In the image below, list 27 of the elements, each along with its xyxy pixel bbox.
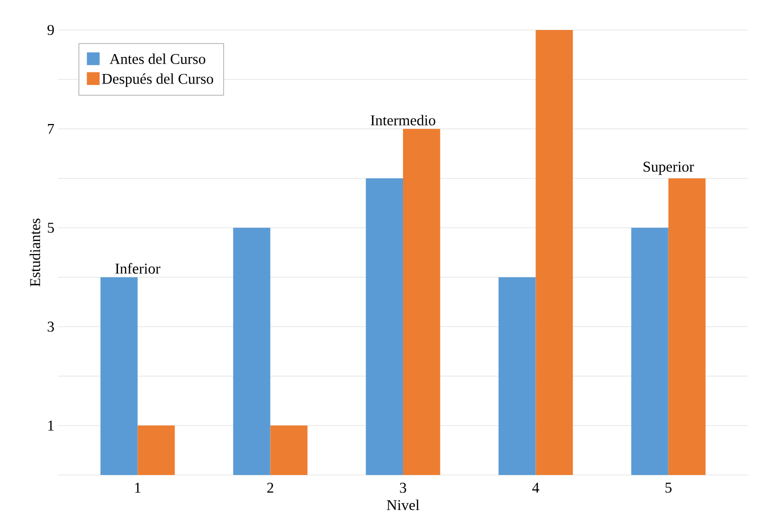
legend-label: Después del Curso [102, 73, 214, 87]
x-tick-label: 3 [400, 482, 406, 493]
bar [668, 178, 706, 475]
bar [366, 178, 404, 475]
bar [631, 228, 668, 475]
bar [536, 30, 573, 475]
x-tick-label: 5 [666, 482, 672, 493]
y-tick-label: 5 [48, 222, 54, 233]
annotation: Intermedio [370, 114, 436, 126]
bar [100, 277, 138, 475]
x-tick-label: 2 [267, 482, 274, 493]
y-tick-label: 7 [48, 124, 54, 134]
x-axis-title: Nivel [386, 500, 420, 510]
x-tick-label: 1 [135, 482, 140, 493]
bar [403, 128, 440, 475]
bar [270, 426, 308, 475]
bar [498, 277, 536, 475]
y-tick-label: 9 [47, 24, 54, 36]
x-tick-label: 4 [532, 482, 540, 493]
y-tick-label: 1 [48, 420, 54, 430]
y-tick-label: 3 [48, 322, 54, 332]
legend-label: Antes del Curso [110, 54, 206, 64]
y-axis-title: Estudiantes [30, 218, 40, 287]
annotation: Superior [644, 162, 694, 175]
bar [138, 426, 175, 475]
annotation: Inferior [115, 263, 160, 274]
bar [233, 228, 270, 475]
